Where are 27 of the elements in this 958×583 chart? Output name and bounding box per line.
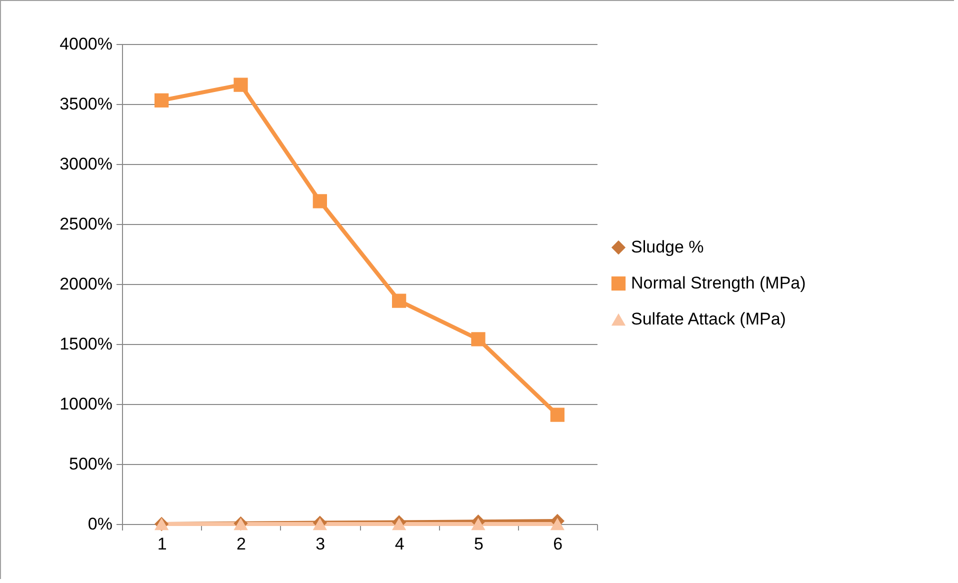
- point: [471, 332, 486, 346]
- point: [550, 408, 564, 422]
- y-tick-label: 2500%: [60, 214, 112, 234]
- x-tick-label: 5: [474, 534, 484, 554]
- legend-label: Sludge %: [631, 238, 704, 256]
- point: [471, 518, 486, 530]
- point: [312, 194, 327, 208]
- x-tick-label: 4: [394, 534, 404, 554]
- point: [154, 93, 169, 108]
- x-tick-label: 3: [316, 534, 326, 554]
- y-tick-label: 0%: [88, 514, 112, 534]
- point: [234, 78, 248, 92]
- x-tick-label: 1: [157, 534, 167, 554]
- y-tick-label: 1000%: [60, 394, 112, 414]
- y-tick-label: 2000%: [60, 274, 112, 294]
- x-tick-label: 2: [236, 534, 246, 554]
- legend-label: Sulfate Attack (MPa): [631, 310, 786, 328]
- y-tick-label: 4000%: [60, 34, 112, 54]
- legend-label: Normal Strength (MPa): [631, 274, 806, 292]
- y-tick-label: 3500%: [60, 94, 112, 114]
- point: [392, 518, 406, 530]
- point: [550, 518, 564, 530]
- y-tick-label: 500%: [69, 454, 112, 474]
- point: [392, 294, 406, 308]
- x-tick-label: 6: [553, 534, 563, 554]
- y-tick-label: 3000%: [60, 154, 112, 174]
- y-tick-label: 1500%: [60, 334, 112, 354]
